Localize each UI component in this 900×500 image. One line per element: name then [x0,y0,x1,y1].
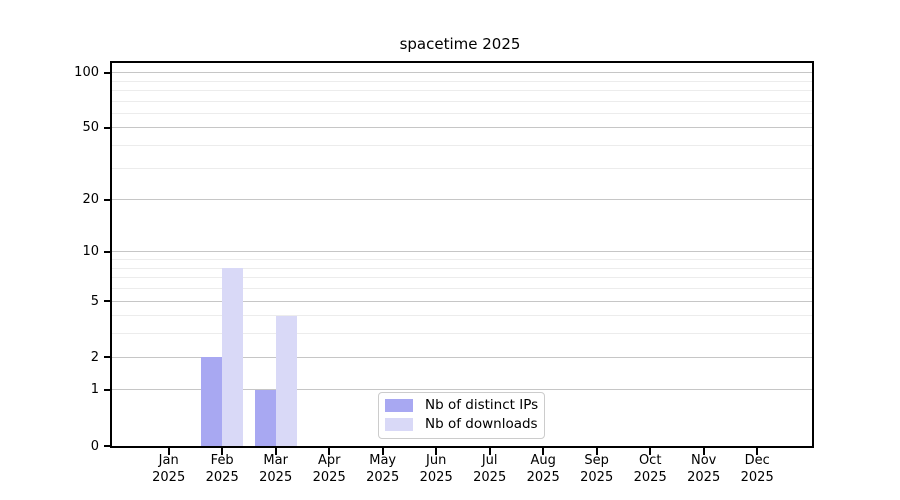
x-tick-label: May 2025 [355,453,411,486]
x-tick-year: 2025 [687,469,721,485]
gridline-minor [112,259,812,261]
y-tick-mark [104,388,110,391]
x-tick-label: Jan 2025 [141,453,197,486]
y-tick-label: 2 [90,349,99,365]
x-tick-label: Jun 2025 [408,453,464,486]
bar-downloads [275,315,297,446]
bar-downloads [222,268,244,446]
y-tick-mark [104,198,110,201]
x-tick-month: Feb [210,453,234,468]
chart-title: spacetime 2025 [399,35,521,53]
gridline-minor [112,315,812,317]
x-tick-label: Oct 2025 [622,453,678,486]
x-tick-year: 2025 [633,469,667,485]
x-tick-label: Mar 2025 [248,453,304,486]
legend-entry: Nb of downloads [385,416,538,432]
gridline-minor [112,288,812,290]
x-tick-mark [435,448,438,455]
x-tick-year: 2025 [366,469,400,485]
gridline-minor [112,145,812,147]
x-tick-label: Apr 2025 [301,453,357,486]
gridline-major [112,127,812,129]
x-tick-year: 2025 [152,469,186,485]
x-tick-year: 2025 [205,469,239,485]
x-tick-month: Mar [263,453,288,468]
legend-label: Nb of distinct IPs [425,397,539,413]
x-tick-month: Jan [158,453,179,468]
y-tick-label: 10 [82,244,99,260]
x-tick-month: Jul [481,453,498,468]
legend-swatch-distinct-ips [385,399,413,412]
x-tick-year: 2025 [740,469,774,485]
y-tick-mark [104,126,110,129]
x-tick-year: 2025 [580,469,614,485]
y-tick-mark [104,300,110,303]
x-tick-label: Aug 2025 [515,453,571,486]
x-tick-year: 2025 [473,469,507,485]
gridline-major [112,356,812,358]
gridline-minor [112,89,812,91]
legend-swatch-downloads [385,418,413,431]
x-tick-label: Sep 2025 [569,453,625,486]
gridline-major [112,251,812,253]
x-tick-mark [221,448,224,455]
legend-label: Nb of downloads [425,416,538,432]
gridline-major [112,72,812,74]
bar-distinct-ips [201,357,223,446]
gridline-major [112,389,812,391]
y-tick-label: 100 [74,65,99,81]
x-tick-mark [702,448,705,455]
x-tick-mark [756,448,759,455]
plot-area [110,61,814,448]
y-tick-label: 50 [82,120,99,136]
x-tick-month: Dec [744,453,770,468]
x-tick-year: 2025 [259,469,293,485]
x-tick-month: Nov [691,453,717,468]
gridline-major [112,300,812,302]
gridline-minor [112,167,812,169]
y-tick-mark [104,445,110,447]
x-tick-mark [274,448,277,455]
x-tick-label: Dec 2025 [729,453,785,486]
y-tick-mark [104,356,110,359]
x-tick-month: Oct [638,453,662,468]
x-tick-label: Nov 2025 [676,453,732,486]
y-tick-label: 1 [90,382,99,398]
x-tick-mark [649,448,652,455]
gridline-minor [112,277,812,279]
legend-entry: Nb of distinct IPs [385,397,539,413]
x-tick-mark [381,448,384,455]
y-tick-label: 5 [90,293,99,309]
y-tick-label: 20 [82,192,99,208]
gridline-minor [112,80,812,82]
x-tick-mark [328,448,331,455]
y-tick-label: 0 [90,438,99,454]
legend: Nb of distinct IPs Nb of downloads [378,392,545,439]
x-tick-month: May [369,453,397,468]
y-tick-mark [104,71,110,74]
x-tick-year: 2025 [419,469,453,485]
gridline-minor [112,267,812,269]
y-tick-mark [104,250,110,253]
x-tick-month: Apr [317,453,341,468]
x-tick-year: 2025 [312,469,346,485]
x-tick-mark [595,448,598,455]
x-tick-month: Sep [584,453,609,468]
x-tick-month: Jun [426,453,447,468]
bar-distinct-ips [254,389,276,446]
gridline-major [112,199,812,201]
x-tick-label: Feb 2025 [194,453,250,486]
x-tick-mark [167,448,170,455]
x-tick-mark [542,448,545,455]
gridline-minor [112,333,812,335]
gridline-minor [112,112,812,114]
x-tick-mark [488,448,491,455]
gridline-minor [112,100,812,102]
x-tick-month: Aug [530,453,556,468]
x-tick-label: Jul 2025 [462,453,518,486]
x-tick-year: 2025 [526,469,560,485]
